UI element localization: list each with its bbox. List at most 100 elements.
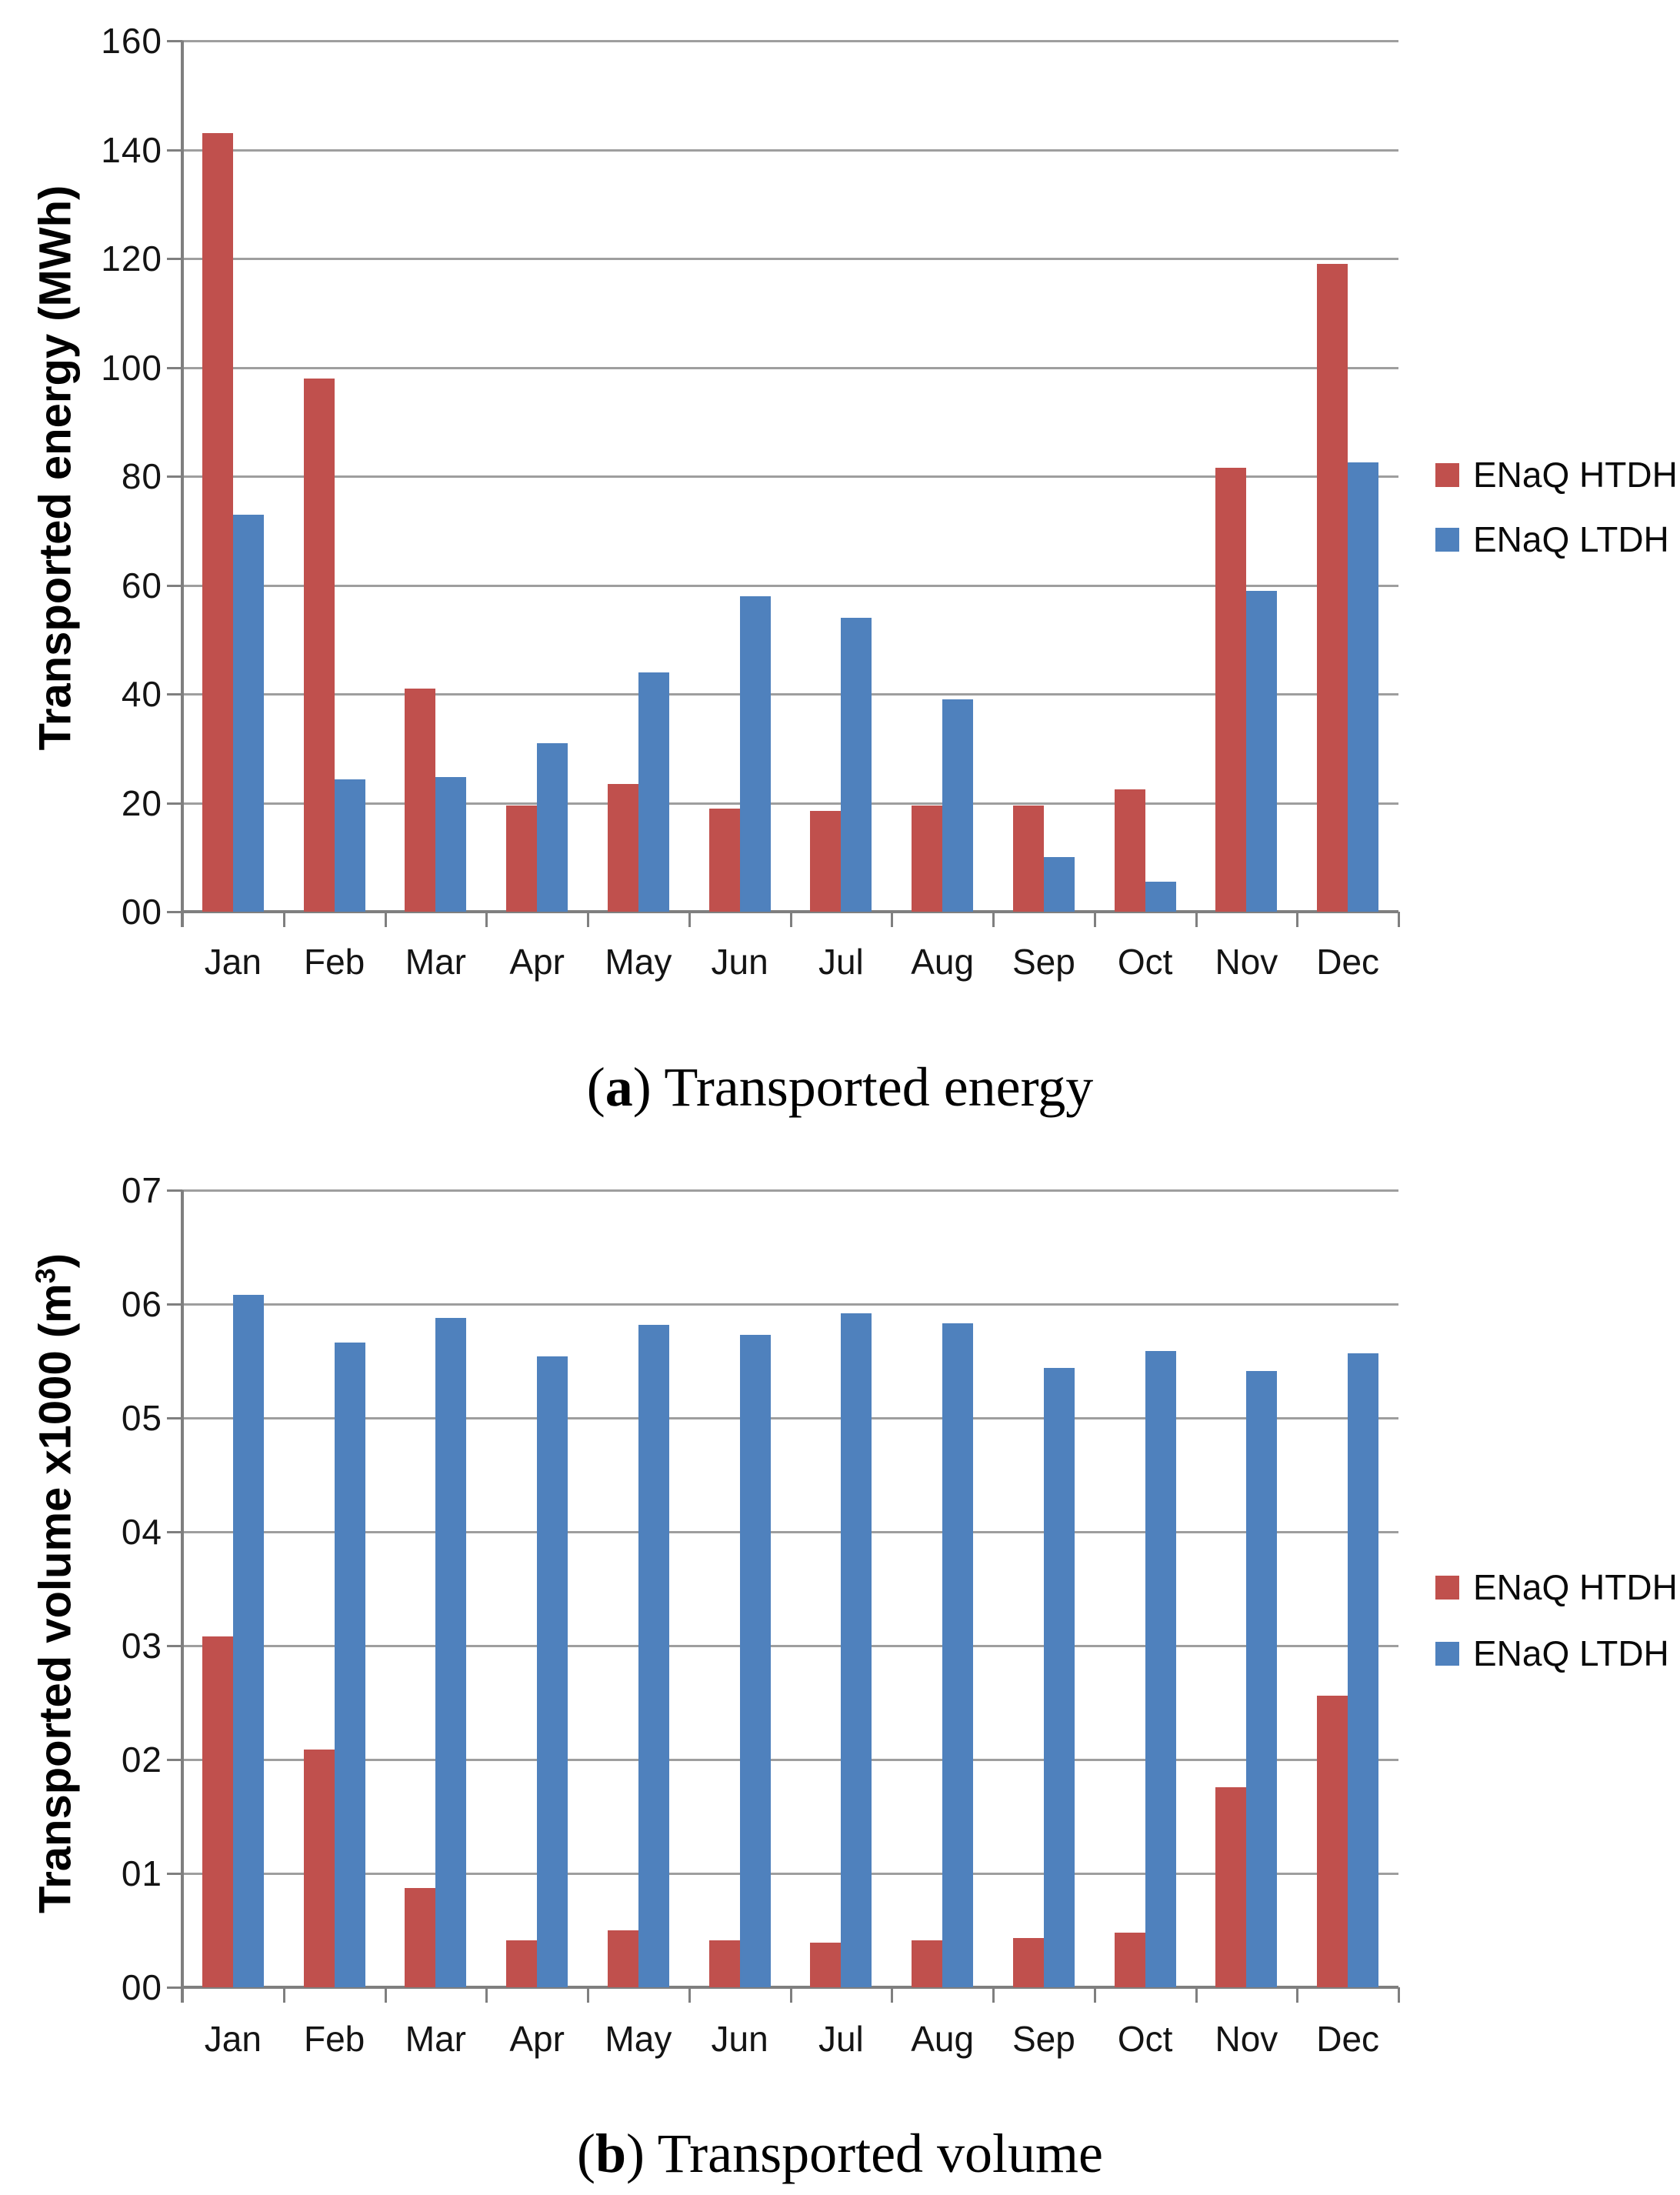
x-axis-tick xyxy=(1296,912,1299,927)
y-axis-tick-140 xyxy=(167,148,182,152)
gridline-140 xyxy=(182,148,1398,152)
bar-enaq-htdh-may xyxy=(607,784,638,912)
y-axis-tick-160 xyxy=(167,40,182,42)
x-tick-label-feb: Feb xyxy=(303,2019,365,2059)
bar-enaq-htdh-sep xyxy=(1012,806,1044,912)
y-axis-title-superscript: 3 xyxy=(29,1268,62,1284)
bar-enaq-ltdh-jun xyxy=(739,596,771,912)
x-axis-tick xyxy=(891,1987,894,2003)
y-axis-tick-04 xyxy=(167,1531,182,1533)
y-tick-label-80: 80 xyxy=(121,456,162,496)
x-tick-label-may: May xyxy=(605,942,672,982)
bar-enaq-htdh-jun xyxy=(708,809,740,912)
x-tick-label-mar: Mar xyxy=(405,2019,466,2059)
bar-enaq-ltdh-mar xyxy=(435,777,467,912)
bar-enaq-htdh-aug xyxy=(912,1940,943,1987)
x-tick-label-jul: Jul xyxy=(818,942,864,982)
gridline-20 xyxy=(182,802,1398,805)
x-tick-label-nov: Nov xyxy=(1215,2019,1278,2059)
x-axis-tick xyxy=(485,912,488,927)
caption-a-text: ) Transported energy xyxy=(632,1056,1094,1118)
bar-enaq-htdh-mar xyxy=(405,1888,436,1987)
bar-enaq-ltdh-oct xyxy=(1145,882,1176,912)
y-axis-line xyxy=(181,41,184,927)
y-axis-tick-100 xyxy=(167,366,182,369)
gridline-07 xyxy=(182,1189,1398,1192)
bar-enaq-htdh-jun xyxy=(708,1940,740,1987)
y-tick-label-160: 160 xyxy=(101,21,162,61)
gridline-01 xyxy=(182,1873,1398,1875)
bar-enaq-htdh-apr xyxy=(506,806,538,912)
x-axis-tick xyxy=(1093,912,1096,927)
bar-enaq-ltdh-aug xyxy=(942,699,974,912)
y-axis-tick-00 xyxy=(167,911,182,913)
bar-enaq-ltdh-apr xyxy=(537,1356,568,1987)
bar-enaq-ltdh-dec xyxy=(1348,462,1379,912)
caption-b-text: ) Transported volume xyxy=(626,2123,1103,2184)
x-axis-tick xyxy=(384,912,387,927)
legend-label-htdh: ENaQ HTDH xyxy=(1473,455,1678,495)
x-axis-tick xyxy=(1195,912,1198,927)
y-axis-tick-120 xyxy=(167,258,182,260)
x-tick-label-aug: Aug xyxy=(911,942,975,982)
x-tick-label-apr: Apr xyxy=(509,2019,565,2059)
legend-label-htdh: ENaQ HTDH xyxy=(1473,1567,1678,1607)
legend-entry-enaq-ltdh: ENaQ LTDH xyxy=(1435,519,1669,560)
x-tick-label-oct: Oct xyxy=(1117,2019,1173,2059)
x-tick-label-nov: Nov xyxy=(1215,942,1278,982)
y-tick-label-00: 00 xyxy=(121,1967,162,2007)
y-axis-tick-20 xyxy=(167,802,182,805)
x-tick-label-jan: Jan xyxy=(204,942,262,982)
y-tick-label-120: 120 xyxy=(101,239,162,279)
y-tick-label-02: 02 xyxy=(121,1740,162,1780)
x-tick-label-jan: Jan xyxy=(204,2019,262,2059)
y-axis-tick-80 xyxy=(167,475,182,478)
x-axis-tick xyxy=(1398,1987,1400,2003)
y-tick-label-06: 06 xyxy=(121,1284,162,1324)
y-axis-title-text: Transported volume x1000 (m xyxy=(30,1283,81,1914)
bar-enaq-htdh-may xyxy=(607,1930,638,1987)
bar-enaq-htdh-apr xyxy=(506,1940,538,1987)
y-axis-tick-02 xyxy=(167,1759,182,1761)
x-tick-label-mar: Mar xyxy=(405,942,466,982)
gridline-40 xyxy=(182,693,1398,696)
gridline-05 xyxy=(182,1417,1398,1419)
x-tick-label-aug: Aug xyxy=(911,2019,975,2059)
x-tick-label-jun: Jun xyxy=(711,942,768,982)
gridline-80 xyxy=(182,475,1398,478)
bar-enaq-htdh-nov xyxy=(1215,468,1247,912)
y-axis-tick-03 xyxy=(167,1645,182,1647)
x-tick-label-dec: Dec xyxy=(1316,942,1380,982)
x-tick-label-oct: Oct xyxy=(1117,942,1173,982)
y-tick-label-20: 20 xyxy=(121,782,162,823)
bar-enaq-htdh-feb xyxy=(303,379,335,912)
y-axis-tick-00 xyxy=(167,1987,182,1989)
bar-enaq-ltdh-jan xyxy=(232,1295,264,1987)
gridline-04 xyxy=(182,1531,1398,1533)
caption-a-letter: a xyxy=(605,1056,633,1118)
y-tick-label-01: 01 xyxy=(121,1853,162,1893)
caption-a-paren-open: ( xyxy=(586,1056,605,1118)
legend-label-ltdh: ENaQ LTDH xyxy=(1473,519,1669,559)
legend-entry-enaq-htdh: ENaQ HTDH xyxy=(1435,1566,1678,1608)
y-tick-label-40: 40 xyxy=(121,674,162,714)
y-axis-tick-40 xyxy=(167,693,182,696)
x-axis-tick xyxy=(1296,1987,1299,2003)
x-axis-line xyxy=(182,910,1398,913)
y-tick-label-07: 07 xyxy=(121,1170,162,1210)
x-axis-tick xyxy=(282,1987,285,2003)
x-axis-tick xyxy=(384,1987,387,2003)
y-tick-label-03: 03 xyxy=(121,1626,162,1666)
gridline-60 xyxy=(182,584,1398,587)
x-axis-tick xyxy=(1195,1987,1198,2003)
bar-enaq-ltdh-aug xyxy=(942,1323,974,1987)
caption-b: (b) Transported volume xyxy=(0,2122,1680,2186)
y-tick-label-140: 140 xyxy=(101,129,162,170)
x-axis-tick xyxy=(182,912,184,927)
x-axis-tick xyxy=(688,1987,691,2003)
x-tick-label-sep: Sep xyxy=(1012,2019,1075,2059)
legend-label-ltdh: ENaQ LTDH xyxy=(1473,1633,1669,1673)
bar-enaq-ltdh-oct xyxy=(1145,1351,1176,1987)
gridline-06 xyxy=(182,1303,1398,1306)
